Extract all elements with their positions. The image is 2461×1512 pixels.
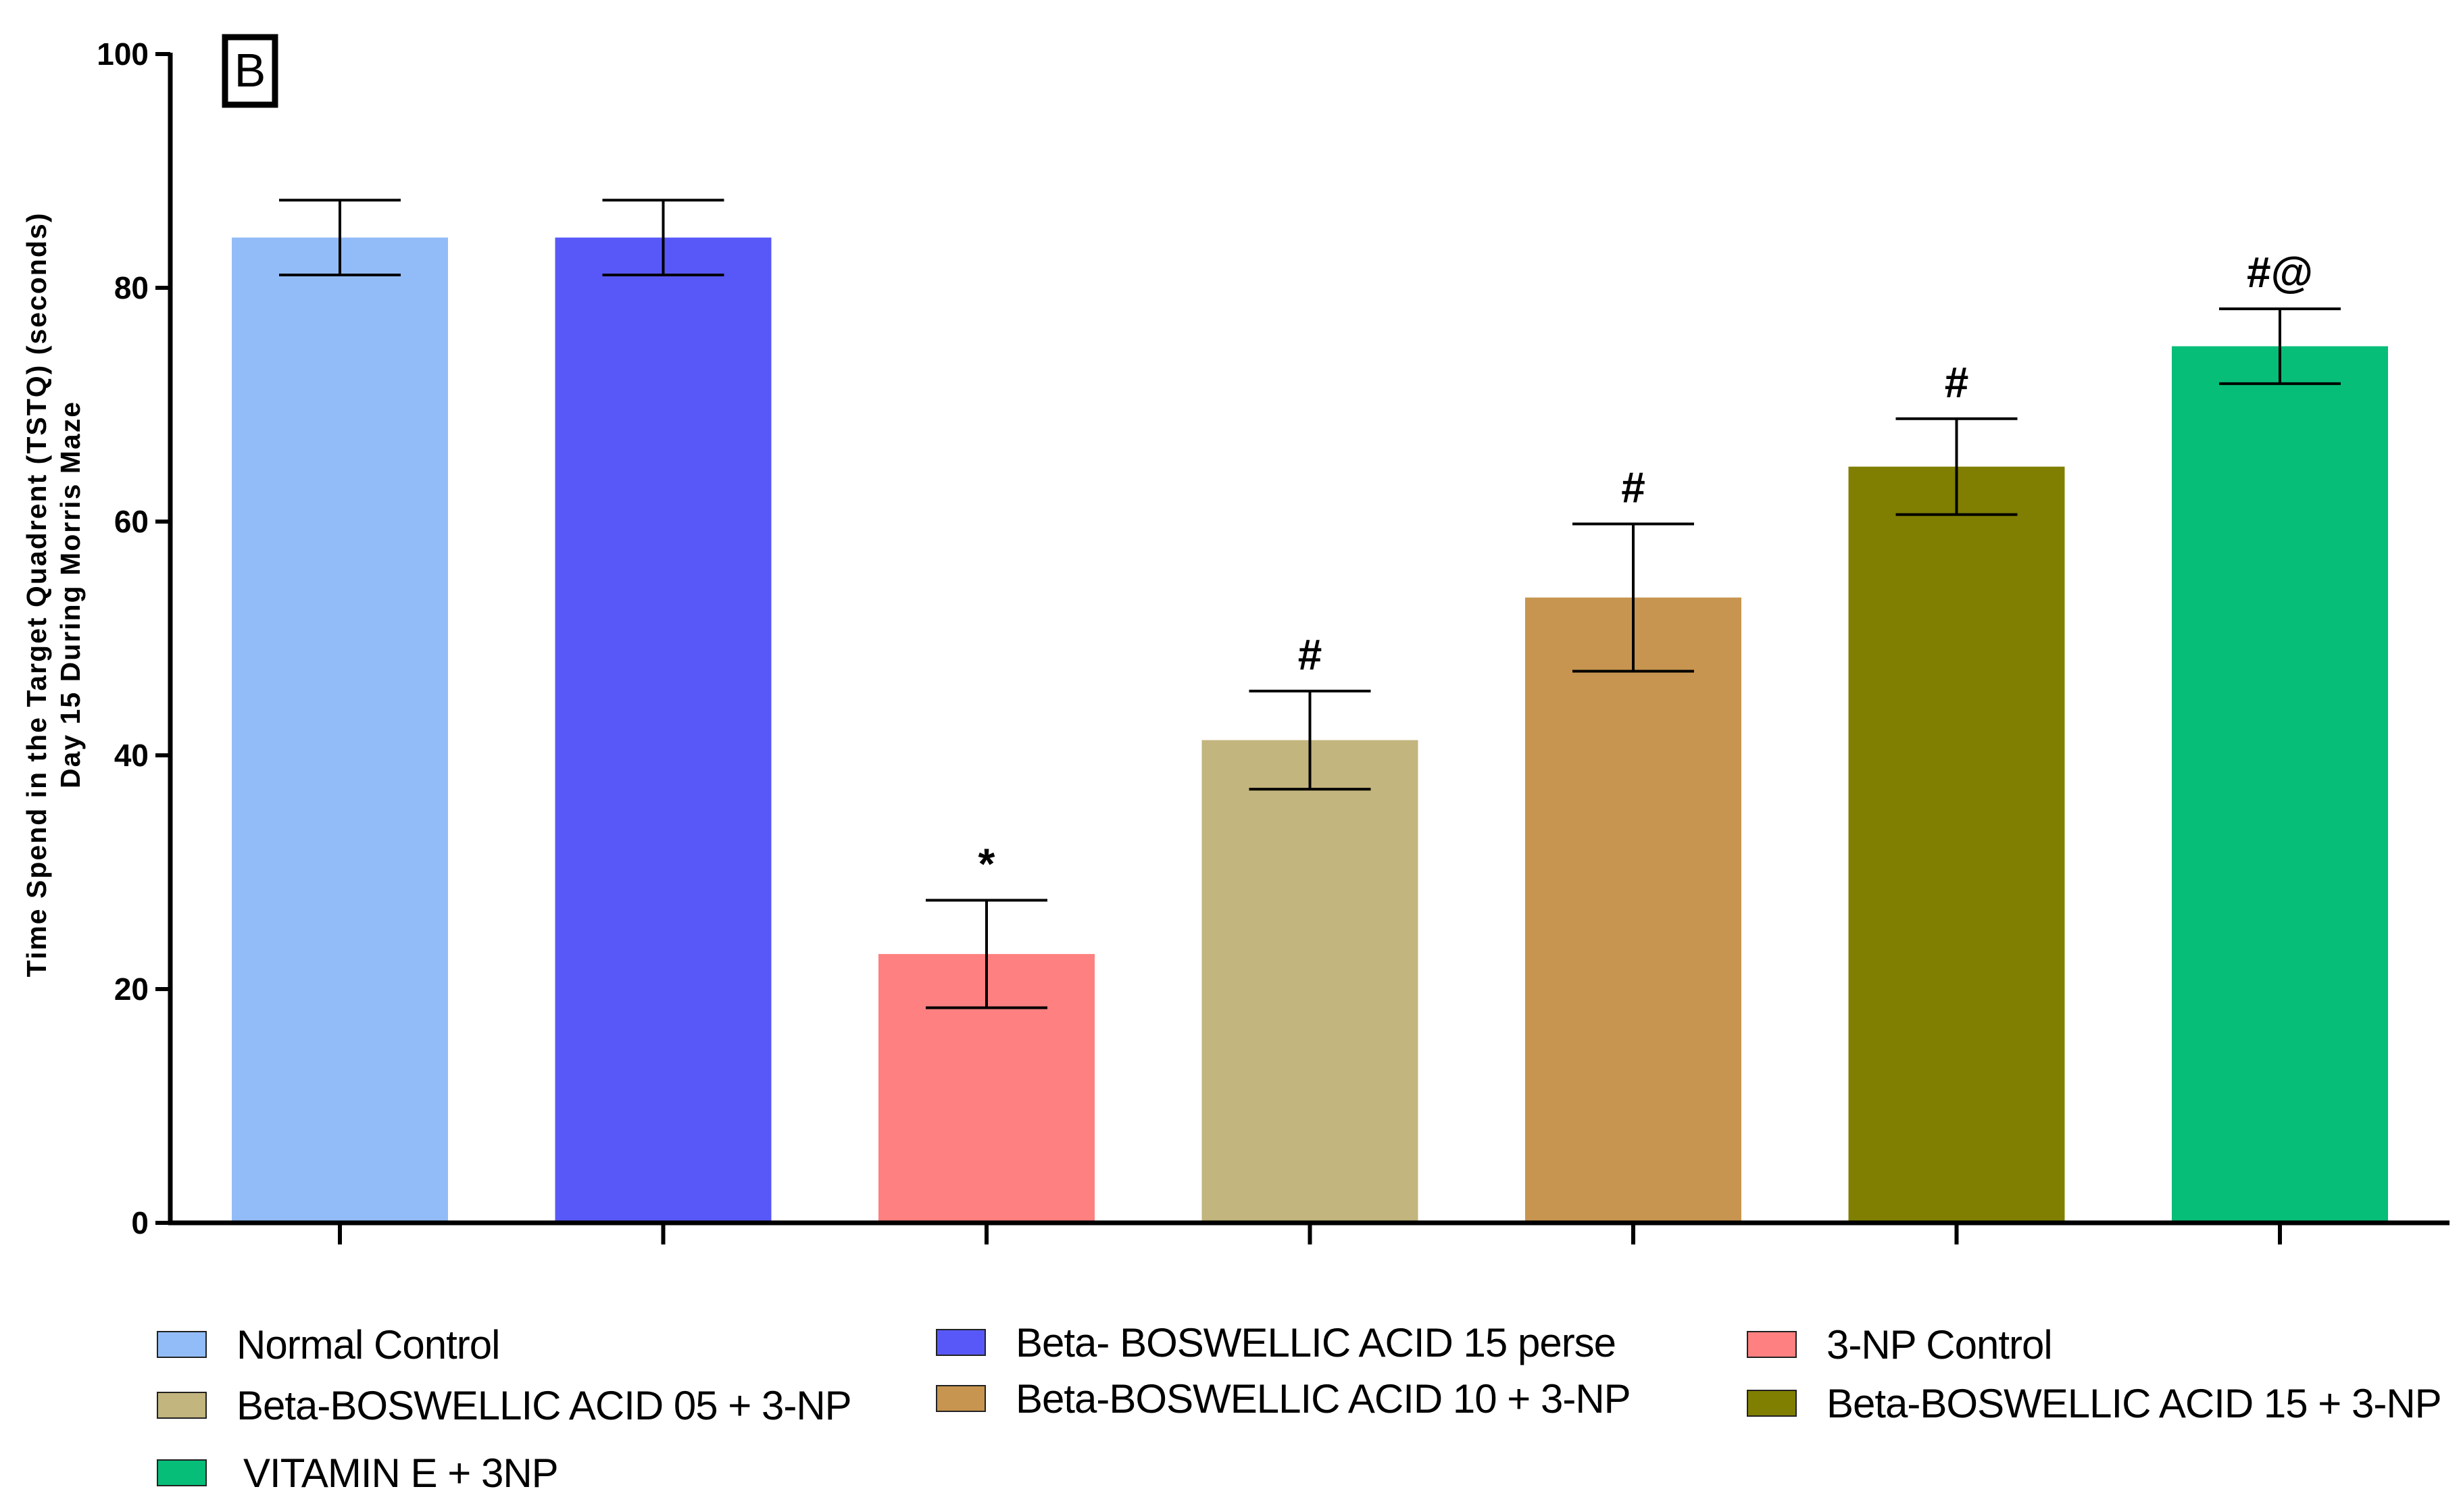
y-axis-title-line2: Day 15 During Morris Maze <box>55 401 86 788</box>
y-tick-label: 100 <box>97 36 149 72</box>
bar <box>232 237 448 1223</box>
y-tick-label: 80 <box>114 270 149 305</box>
panel-label: B <box>234 44 266 97</box>
bar <box>2172 346 2388 1223</box>
significance-label: # <box>1298 630 1322 679</box>
bar <box>555 237 772 1223</box>
bar <box>1201 740 1418 1223</box>
y-axis: 0 20 40 60 80 100 <box>97 36 173 1240</box>
significance-label: * <box>978 840 995 888</box>
x-axis <box>168 1220 2450 1244</box>
y-tick-label: 0 <box>131 1205 149 1240</box>
bar <box>1848 466 2065 1224</box>
y-tick-label: 20 <box>114 972 149 1007</box>
panel-label-box <box>222 34 278 108</box>
y-tick-label: 40 <box>114 738 149 773</box>
significance-label: #@ <box>2247 248 2313 297</box>
y-axis-title-line1: Time Spend in the Target Quadrent (TSTQ)… <box>21 212 52 978</box>
significance-label: # <box>1945 358 1969 407</box>
significance-label: # <box>1621 463 1645 511</box>
bar <box>1525 597 1741 1223</box>
y-tick-label: 60 <box>114 504 149 539</box>
bars: * # # # #@ <box>232 199 2388 1224</box>
